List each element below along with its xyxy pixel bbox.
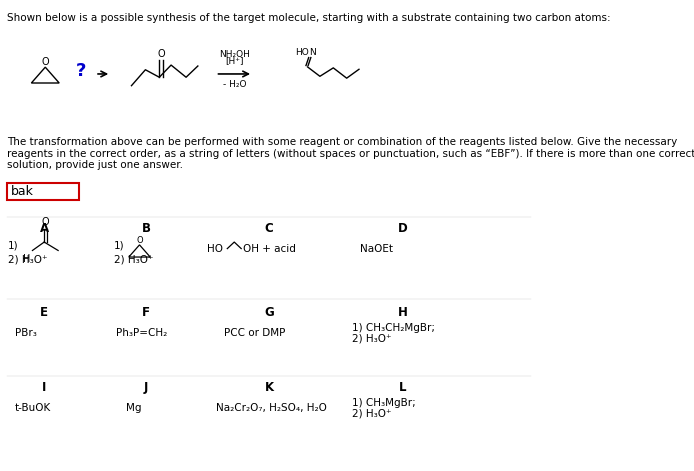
Text: B: B <box>142 222 151 235</box>
Text: O: O <box>136 236 143 244</box>
Text: 2) H₃O⁺: 2) H₃O⁺ <box>352 408 391 418</box>
Text: 2) H₃O⁺: 2) H₃O⁺ <box>114 255 153 265</box>
Text: Ph₃P=CH₂: Ph₃P=CH₂ <box>117 328 168 338</box>
Text: K: K <box>264 381 273 394</box>
Text: NH₂OH: NH₂OH <box>219 49 250 58</box>
Text: Na₂Cr₂O₇, H₂SO₄, H₂O: Na₂Cr₂O₇, H₂SO₄, H₂O <box>216 403 326 413</box>
Text: PBr₃: PBr₃ <box>15 328 37 338</box>
Text: 1) CH₃MgBr;: 1) CH₃MgBr; <box>352 398 416 408</box>
Text: O: O <box>42 217 49 227</box>
Text: - H₂O: - H₂O <box>223 80 246 89</box>
FancyBboxPatch shape <box>7 183 79 200</box>
Text: Mg: Mg <box>126 403 141 413</box>
Text: OH + acid: OH + acid <box>244 244 296 253</box>
Text: L: L <box>399 381 407 394</box>
Text: The transformation above can be performed with some reagent or combination of th: The transformation above can be performe… <box>7 137 694 171</box>
Text: 1): 1) <box>8 241 19 251</box>
Text: NaOEt: NaOEt <box>360 244 393 253</box>
Text: 2) H₃O⁺: 2) H₃O⁺ <box>8 255 47 265</box>
Text: N: N <box>310 48 316 57</box>
Text: t-BuOK: t-BuOK <box>15 403 51 413</box>
Text: D: D <box>398 222 408 235</box>
Text: A: A <box>40 222 49 235</box>
Text: HO: HO <box>208 244 223 253</box>
Text: 2) H₃O⁺: 2) H₃O⁺ <box>352 333 391 343</box>
Text: O: O <box>42 57 49 67</box>
Text: bak: bak <box>11 185 34 198</box>
Text: H: H <box>398 306 408 319</box>
Text: J: J <box>144 381 148 394</box>
Text: 1) CH₃CH₂MgBr;: 1) CH₃CH₂MgBr; <box>352 323 435 333</box>
Text: O: O <box>157 49 164 58</box>
Text: E: E <box>40 306 48 319</box>
Text: [H⁺]: [H⁺] <box>225 57 244 65</box>
Text: G: G <box>264 306 274 319</box>
Text: C: C <box>264 222 273 235</box>
Text: Shown below is a possible synthesis of the target molecule, starting with a subs: Shown below is a possible synthesis of t… <box>7 13 610 23</box>
Text: ?: ? <box>76 62 86 80</box>
Text: 1): 1) <box>114 241 124 251</box>
Text: PCC or DMP: PCC or DMP <box>223 328 285 338</box>
Text: F: F <box>142 306 150 319</box>
Text: H: H <box>24 254 31 264</box>
Text: HO: HO <box>295 48 309 57</box>
Text: I: I <box>42 381 46 394</box>
